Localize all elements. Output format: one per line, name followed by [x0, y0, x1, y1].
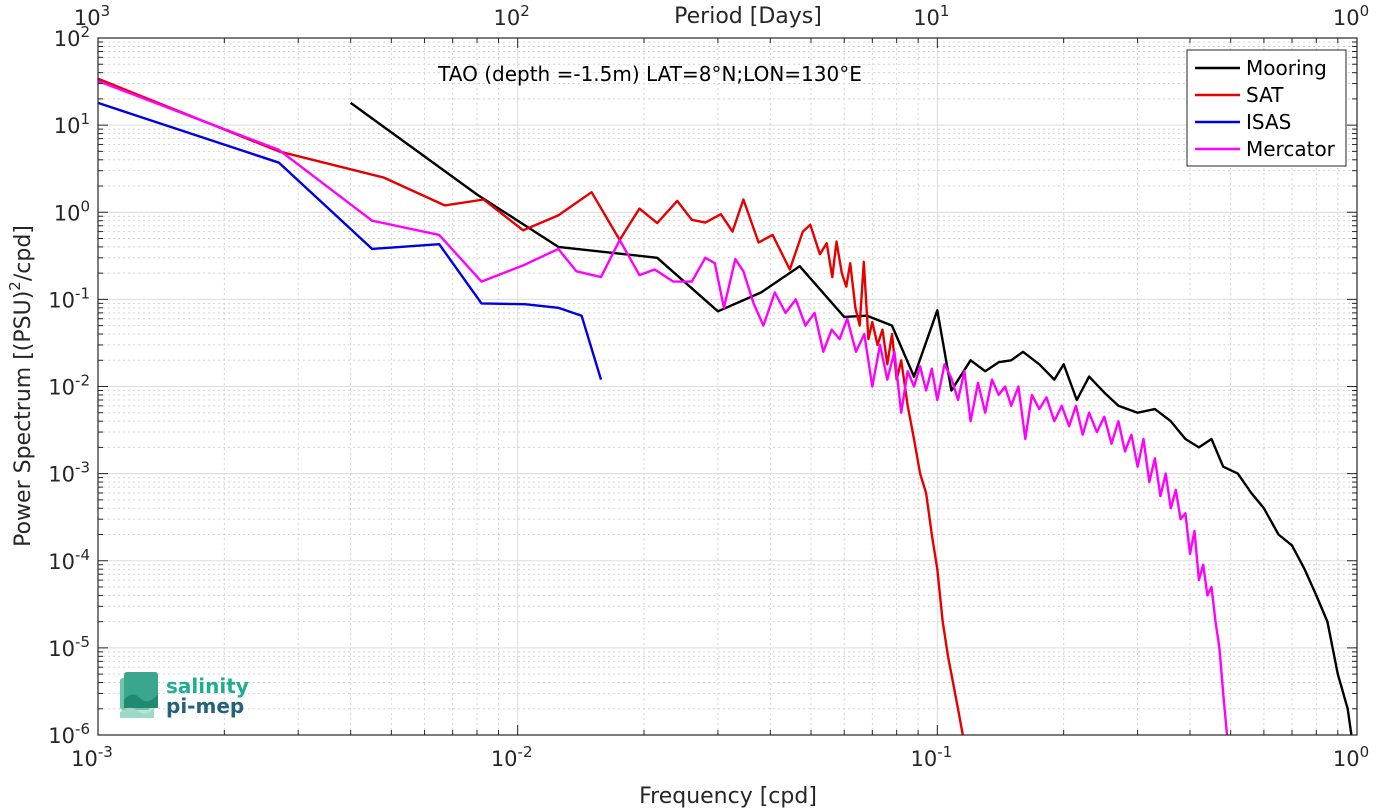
chart-title: TAO (depth =-1.5m) LAT=8°N;LON=130°E	[437, 62, 862, 86]
y-axis-label-tail: /cpd]	[11, 225, 36, 281]
top-axis-label: Period [Days]	[674, 4, 822, 29]
y-tick-label: 102	[54, 23, 90, 51]
series-line-mercator	[98, 79, 1229, 735]
logo-line1: salinity	[166, 674, 249, 698]
series-layer	[98, 77, 1353, 735]
logo-graphic-icon	[120, 672, 158, 718]
y-tick-label: 10-2	[48, 372, 90, 400]
y-axis-label-sup: 2	[6, 281, 24, 291]
y-tick-label: 10-3	[48, 459, 90, 487]
x-tick-label: 10-3	[71, 743, 113, 771]
y-axis-label-main: Power Spectrum [(PSU)	[11, 291, 36, 547]
legend-label-isas: ISAS	[1246, 110, 1291, 134]
y-tick-label: 10-4	[48, 546, 90, 574]
x-axis-label: Frequency [cpd]	[639, 784, 817, 809]
y-tick-label: 10-6	[48, 720, 90, 748]
series-line-isas	[98, 101, 603, 380]
logo: salinity pi-mep	[120, 672, 249, 718]
top-tick-label: 101	[913, 2, 949, 30]
tick-marks	[97, 38, 1357, 736]
top-tick-label: 100	[1333, 2, 1369, 30]
y-tick-label: 10-1	[48, 284, 90, 312]
y-axis-label: Power Spectrum [(PSU)2/cpd]	[6, 225, 36, 547]
legend-label-mooring: Mooring	[1246, 56, 1327, 80]
y-tick-label: 101	[54, 110, 90, 138]
x-tick-label: 10-2	[491, 743, 533, 771]
y-tick-label: 10-5	[48, 633, 90, 661]
y-tick-label: 100	[54, 197, 90, 225]
x-tick-label: 10-1	[910, 743, 952, 771]
legend: Mooring SAT ISAS Mercator	[1186, 49, 1347, 167]
legend-label-mercator: Mercator	[1246, 137, 1336, 161]
logo-line2: pi-mep	[166, 694, 244, 718]
x-tick-label: 100	[1333, 743, 1369, 771]
legend-label-sat: SAT	[1246, 83, 1284, 107]
top-tick-label: 102	[494, 2, 530, 30]
legend-box	[1186, 49, 1347, 167]
series-line-mooring	[349, 101, 1353, 735]
top-tick-label: 103	[74, 2, 110, 30]
series-line-sat	[98, 77, 964, 735]
